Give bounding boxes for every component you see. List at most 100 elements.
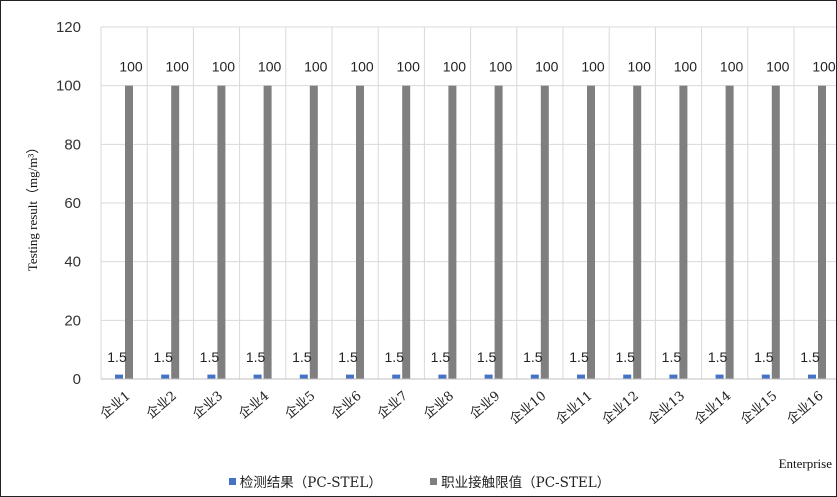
bar-testing-result — [530, 374, 539, 379]
x-category-label: 企业14 — [691, 388, 734, 428]
x-category-label: 企业9 — [467, 388, 504, 422]
bar-testing-result — [808, 374, 816, 379]
y-axis-ticks: 0 20 40 60 80 100 120 — [56, 19, 81, 388]
bar-testing-result — [299, 374, 308, 379]
data-label-testing-result: 1.5 — [615, 349, 635, 365]
data-label-exposure-limit: 100 — [212, 59, 236, 75]
data-label-exposure-limit: 100 — [581, 59, 605, 75]
x-axis-title: Enterprise — [779, 456, 833, 471]
bar-exposure-limit — [263, 85, 272, 380]
data-label-exposure-limit: 100 — [674, 59, 698, 75]
x-category-label: 企业7 — [374, 388, 411, 422]
bar-testing-result — [577, 374, 585, 379]
data-label-exposure-limit: 100 — [628, 59, 652, 75]
legend-swatch-testing-result — [228, 478, 236, 485]
legend-swatch-exposure-limit — [430, 478, 438, 485]
bar-testing-result — [161, 374, 170, 379]
data-label-exposure-limit: 100 — [350, 59, 374, 75]
data-label-testing-result: 1.5 — [477, 349, 497, 365]
bar-testing-result — [346, 374, 354, 379]
bar-exposure-limit — [448, 85, 457, 380]
data-label-exposure-limit: 100 — [119, 59, 143, 75]
bar-exposure-limit — [494, 85, 503, 380]
bar-testing-result — [253, 374, 262, 379]
bar-exposure-limit — [587, 85, 595, 380]
data-label-testing-result: 1.5 — [431, 349, 451, 365]
data-label-testing-result: 1.5 — [153, 349, 173, 365]
x-category-label: 企业15 — [738, 388, 781, 428]
data-label-exposure-limit: 100 — [166, 59, 190, 75]
x-category-label: 企业5 — [282, 388, 319, 422]
data-label-testing-result: 1.5 — [384, 349, 404, 365]
data-label-exposure-limit: 100 — [812, 59, 836, 75]
bar-exposure-limit — [818, 85, 826, 380]
legend: 检测结果（PC-STEL） 职业接触限值（PC-STEL） — [1, 471, 836, 491]
bar-exposure-limit — [402, 85, 411, 380]
x-category-label: 企业10 — [507, 388, 550, 428]
bar-testing-result — [623, 374, 632, 379]
data-label-testing-result: 1.5 — [523, 349, 543, 365]
x-category-label: 企业2 — [143, 388, 180, 422]
x-category-label: 企业12 — [599, 388, 642, 428]
bar-testing-result — [761, 374, 770, 379]
legend-label-testing-result: 检测结果（PC-STEL） — [239, 475, 382, 491]
bar-testing-result — [715, 374, 724, 379]
y-tick-label: 0 — [73, 371, 81, 388]
data-label-exposure-limit: 100 — [304, 59, 328, 75]
y-tick-label: 60 — [64, 195, 81, 212]
bar-exposure-limit — [679, 85, 688, 380]
bar-exposure-limit — [771, 85, 780, 380]
bar-testing-result — [669, 374, 678, 379]
data-label-testing-result: 1.5 — [708, 349, 728, 365]
data-label-exposure-limit: 100 — [535, 59, 559, 75]
x-category-label: 企业13 — [645, 388, 688, 428]
bars — [115, 85, 826, 380]
x-category-label: 企业1 — [97, 388, 134, 422]
data-label-testing-result: 1.5 — [569, 349, 589, 365]
x-category-label: 企业6 — [328, 388, 365, 422]
x-category-label: 企业16 — [784, 388, 827, 428]
bar-exposure-limit — [171, 85, 180, 380]
bar-testing-result — [392, 374, 401, 379]
y-axis-title: Testing result（mg/m³） — [25, 141, 40, 271]
data-label-exposure-limit: 100 — [397, 59, 421, 75]
bar-exposure-limit — [309, 85, 318, 380]
bar-exposure-limit — [633, 85, 642, 380]
data-label-exposure-limit: 100 — [443, 59, 467, 75]
y-tick-label: 120 — [56, 19, 81, 36]
bar-exposure-limit — [125, 85, 133, 380]
data-label-testing-result: 1.5 — [338, 349, 358, 365]
x-category-label: 企业4 — [236, 388, 273, 422]
data-label-exposure-limit: 100 — [766, 59, 790, 75]
legend-label-exposure-limit: 职业接触限值（PC-STEL） — [441, 475, 611, 491]
data-label-exposure-limit: 100 — [489, 59, 513, 75]
bar-testing-result — [207, 374, 216, 379]
data-label-testing-result: 1.5 — [246, 349, 266, 365]
legend-item-exposure-limit: 职业接触限值（PC-STEL） — [430, 471, 610, 491]
data-label-testing-result: 1.5 — [292, 349, 312, 365]
bar-testing-result — [484, 374, 493, 379]
data-label-testing-result: 1.5 — [800, 349, 820, 365]
data-label-testing-result: 1.5 — [107, 349, 127, 365]
bar-exposure-limit — [217, 85, 226, 380]
legend-item-testing-result: 检测结果（PC-STEL） — [228, 471, 382, 491]
x-category-label: 企业11 — [553, 388, 596, 428]
data-label-testing-result: 1.5 — [200, 349, 220, 365]
data-label-testing-result: 1.5 — [662, 349, 682, 365]
data-labels: 1.5 100 1.5 100 1.5 100 1.5 100 1.5 100 1.5 100 1.5 1… — [107, 59, 836, 365]
bar-testing-result — [438, 374, 447, 379]
data-label-exposure-limit: 100 — [720, 59, 744, 75]
grid-lines — [100, 26, 836, 379]
bar-exposure-limit — [356, 85, 364, 380]
data-label-exposure-limit: 100 — [258, 59, 282, 75]
bar-exposure-limit — [725, 85, 734, 380]
x-category-label: 企业3 — [190, 388, 227, 422]
y-tick-label: 100 — [56, 78, 81, 95]
x-category-label: 企业8 — [421, 388, 458, 422]
y-tick-label: 20 — [64, 312, 81, 329]
bar-testing-result — [115, 374, 123, 379]
bar-exposure-limit — [540, 85, 549, 380]
data-label-testing-result: 1.5 — [754, 349, 774, 365]
